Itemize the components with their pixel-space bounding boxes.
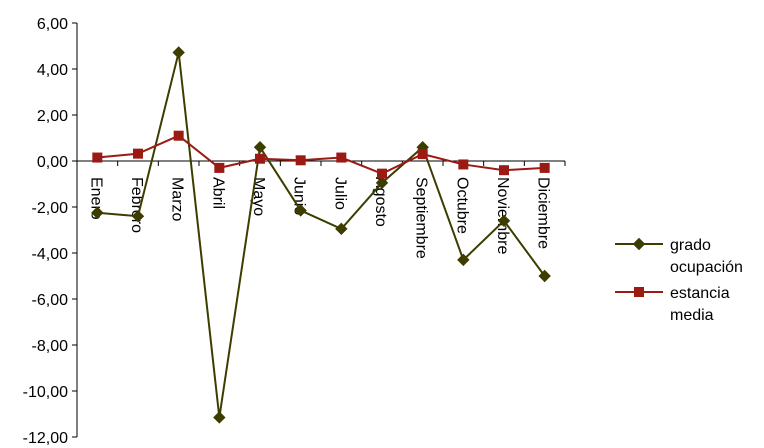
data-point	[458, 159, 469, 170]
data-point	[497, 214, 511, 228]
y-tick-label: -2,00	[32, 200, 69, 217]
y-tick-label: 2,00	[37, 108, 68, 125]
x-category-label: Abril	[209, 177, 226, 209]
data-point	[295, 155, 306, 166]
x-category-label: Septiembre	[413, 177, 430, 259]
data-point	[457, 253, 470, 267]
x-category-label: Diciembre	[535, 177, 552, 249]
series-line	[97, 52, 546, 418]
data-point	[335, 222, 348, 236]
y-tick-label: -12,00	[23, 430, 68, 447]
data-point	[375, 176, 389, 190]
data-point	[91, 206, 104, 219]
x-category-label: Febrero	[128, 177, 145, 233]
series-layer	[91, 46, 551, 424]
y-tick-label: 4,00	[37, 62, 68, 79]
y-tick-label: -6,00	[32, 292, 69, 309]
data-point	[92, 152, 103, 163]
data-point	[336, 152, 347, 163]
legend-label: ocupación	[670, 259, 743, 276]
legend-marker	[634, 287, 644, 297]
data-point	[539, 162, 550, 173]
legend-item: estancia media	[615, 285, 730, 324]
x-axis: Enero Febrero Marzo Abril Mayo Junio Julio Agos…	[76, 160, 566, 259]
legend-label: grado	[670, 237, 711, 254]
series-1	[92, 130, 550, 179]
x-category-label: Julio	[331, 177, 348, 210]
y-tick-label: -4,00	[32, 246, 69, 263]
legend-marker	[632, 237, 646, 251]
y-tick-label: 6,00	[37, 16, 68, 33]
x-category-label: Enero	[87, 177, 104, 220]
data-point	[213, 411, 226, 424]
data-point	[294, 204, 307, 217]
data-point	[172, 46, 185, 59]
data-point	[499, 165, 509, 176]
data-point	[131, 209, 145, 223]
legend-label: media	[670, 307, 714, 324]
x-category-label: Marzo	[169, 177, 186, 222]
x-category-label: Junio	[291, 177, 308, 215]
data-point	[253, 140, 267, 154]
legend-label: estancia	[670, 285, 730, 302]
series-0	[91, 46, 551, 424]
data-point	[255, 153, 265, 164]
x-category-label: Noviembre	[494, 177, 511, 254]
legend-item: grado ocupación	[615, 237, 743, 276]
y-tick-label: -10,00	[23, 384, 68, 401]
data-point	[417, 149, 428, 160]
data-point	[538, 269, 551, 283]
data-point	[173, 130, 184, 141]
legend: grado ocupación estancia media	[615, 237, 743, 324]
y-tick-label: 0,00	[37, 154, 68, 171]
data-point	[133, 148, 143, 159]
data-point	[214, 162, 225, 173]
data-point	[377, 168, 387, 179]
series-line	[97, 134, 545, 175]
x-category-label: Octubre	[453, 177, 470, 234]
y-axis: 6,00 4,00 2,00 0,00 -2,00 -4,00 -6,00 -8,00 -10,…	[23, 16, 78, 447]
y-tick-label: -8,00	[32, 338, 69, 355]
